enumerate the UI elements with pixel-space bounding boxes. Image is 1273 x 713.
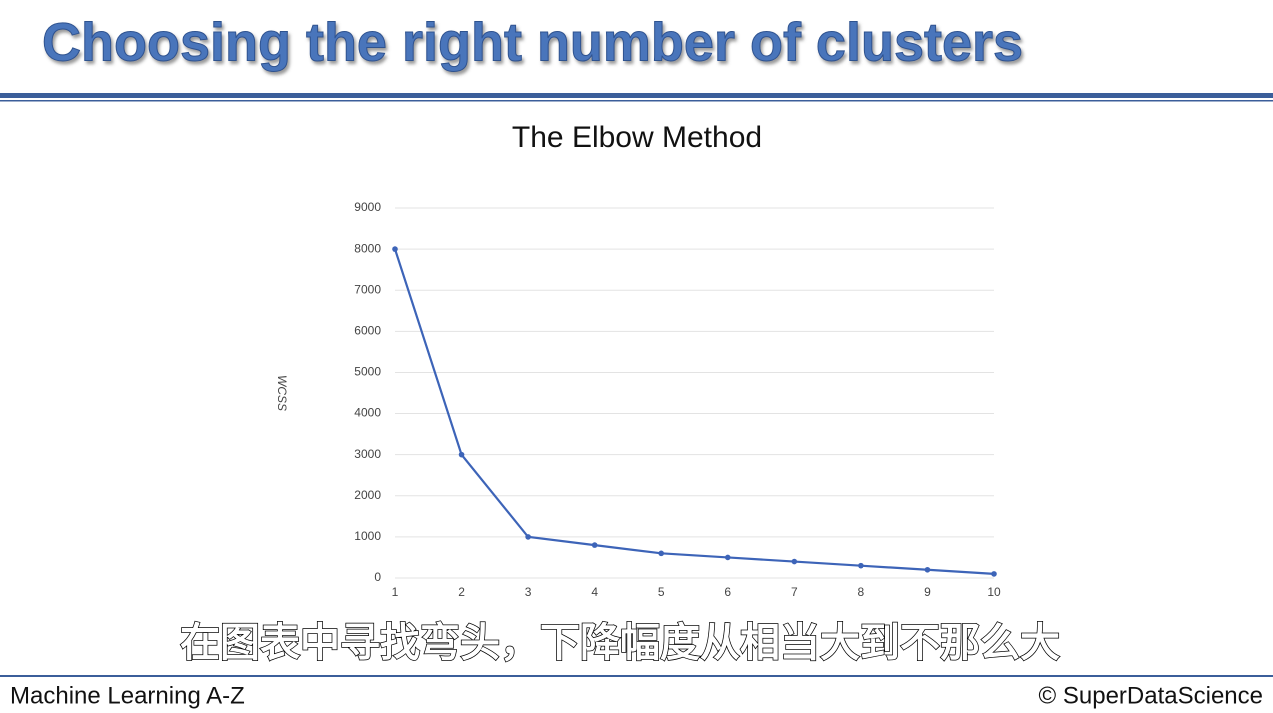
header-rule-thin (0, 100, 1273, 102)
chart-title: The Elbow Method (512, 121, 762, 154)
x-tick-label: 4 (591, 585, 598, 599)
point (724, 554, 731, 561)
line (393, 248, 995, 575)
x-tick-label: 6 (724, 585, 731, 599)
y-axis-label: WCSS (275, 375, 289, 411)
header-rule (0, 93, 1273, 98)
y-tick-label: 7000 (354, 282, 381, 296)
x-tick-label: 10 (987, 585, 1001, 599)
slide-title: Choosing the right number of clusters (42, 12, 1023, 72)
x-tick-label: 1 (392, 585, 399, 599)
x-tick-label: 7 (791, 585, 798, 599)
y-tick-label: 9000 (354, 200, 381, 214)
point (791, 558, 798, 565)
y-tick-label: 2000 (354, 488, 381, 502)
x-tick-label: 9 (924, 585, 931, 599)
y-tick-label: 8000 (354, 241, 381, 255)
point (858, 562, 864, 569)
point (525, 534, 531, 540)
y-tick-label: 3000 (354, 447, 381, 461)
x-tick-label: 8 (858, 585, 865, 599)
plot: 0 1000 2000 3000 4000 5000 6000 7000 8000 9000 1 2 3… (354, 200, 1001, 599)
point (591, 542, 598, 548)
x-tick-label: 3 (525, 585, 532, 599)
x-tick-label: 2 (458, 585, 465, 599)
footer-rule (0, 675, 1273, 677)
y-tick-label: 5000 (354, 365, 381, 379)
footer-left: Machine Learning A-Z (10, 682, 245, 709)
point (458, 451, 465, 458)
point (658, 550, 665, 557)
y-tick-label: 1000 (354, 529, 381, 543)
x-tick-label: 5 (658, 585, 665, 599)
y-tick-label: 4000 (354, 406, 381, 420)
point (924, 566, 931, 573)
footer-right: © SuperDataScience (1039, 682, 1263, 709)
y-tick-label: 6000 (354, 324, 381, 338)
point (991, 571, 997, 577)
caption: 在图表中寻找弯头，下降幅度从相当大到不那么大 (180, 620, 1060, 666)
y-tick-label: 0 (374, 570, 381, 584)
point (392, 246, 398, 252)
